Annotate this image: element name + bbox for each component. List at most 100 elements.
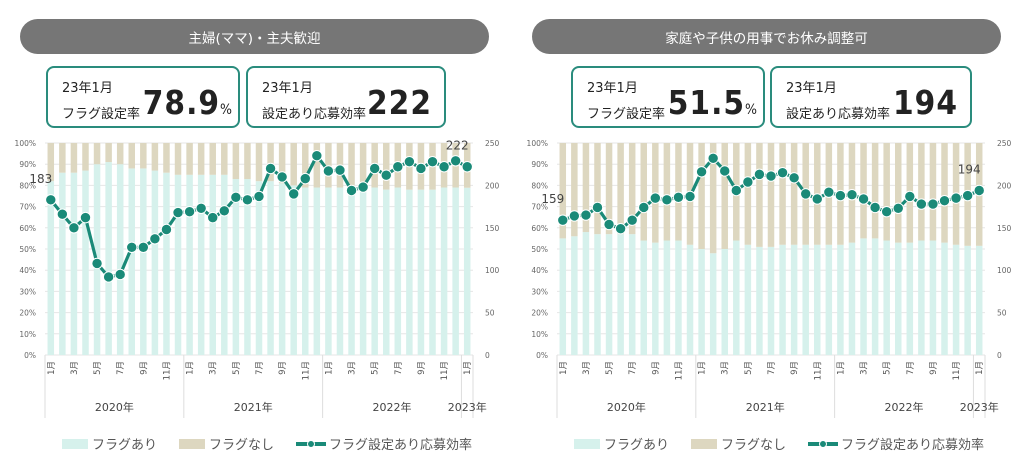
bar-flag-on [325, 187, 332, 355]
panel-title: 主婦(ママ)・主夫歓迎 [20, 19, 489, 54]
bar-flag-on [918, 240, 925, 355]
bar-flag-off [663, 143, 671, 241]
bar-flag-on [802, 244, 809, 355]
x-month-label: 7月 [116, 361, 126, 375]
y-right-tick-label: 50 [485, 309, 495, 318]
bar-flag-on [255, 181, 263, 355]
efficiency-point [904, 190, 916, 203]
kpi-date: 23年1月 [262, 81, 313, 96]
bar-flag-off [744, 143, 752, 245]
efficiency-point [811, 193, 823, 205]
bar-flag-on [941, 242, 948, 355]
bar-flag-off [721, 143, 728, 249]
legend-flag-off: フラグなし [691, 434, 786, 453]
bar-flag-on [721, 249, 728, 355]
x-month-label: 7月 [906, 361, 916, 375]
bar-flag-on [163, 172, 170, 355]
bar-flag-on [617, 234, 624, 355]
legend: フラグあり フラグなし フラグ設定あり応募効率 [62, 434, 494, 453]
bar-flag-off [255, 143, 263, 182]
bar-flag-on [894, 242, 902, 355]
efficiency-point [253, 190, 265, 203]
bar-flag-on [429, 189, 436, 355]
bar-flag-on [70, 172, 78, 355]
x-year-label: 2020年 [95, 400, 134, 414]
bar-flag-on [964, 245, 971, 355]
kpi-date: 23年1月 [587, 81, 638, 96]
bar-flag-on [302, 187, 309, 355]
x-month-label: 9月 [139, 361, 149, 375]
bar-flag-on [860, 238, 867, 355]
data-label: 159 [541, 192, 564, 206]
legend-label: フラグ設定あり応募効率 [329, 438, 473, 453]
bar-flag-on [790, 244, 798, 355]
bar-flag-on [452, 187, 459, 355]
kpi-label: フラグ設定率 [62, 107, 141, 122]
bar-flag-off [325, 143, 332, 188]
panel-title: 家庭や子供の用事でお休み調整可 [532, 19, 1001, 54]
bar-flag-on [779, 244, 786, 355]
y-left-tick-label: 60% [19, 224, 36, 233]
y-left-tick-label: 100% [527, 139, 548, 148]
bar-flag-on [744, 244, 752, 355]
bar-flag-off [709, 143, 717, 254]
bar-flag-off [116, 143, 124, 165]
efficiency-point [661, 194, 673, 206]
bar-flag-on [825, 244, 833, 355]
kpi-flag-rate: 23年1月 フラグ設定率 78.9% [46, 66, 240, 128]
bar-flag-on [221, 174, 228, 355]
x-month-label: 5月 [744, 361, 754, 375]
kpi-value-wrap: 51.5% [668, 83, 757, 122]
efficiency-point [195, 202, 207, 214]
efficiency-point [950, 192, 962, 204]
bar-flag-off [359, 143, 367, 188]
kpi-value: 194 [893, 83, 958, 122]
efficiency-point [753, 168, 766, 181]
efficiency-point [149, 233, 161, 245]
efficiency-point [160, 223, 173, 236]
bar-flag-on [975, 245, 983, 355]
efficiency-point [846, 189, 858, 201]
bar-flag-on [359, 187, 367, 355]
bar-flag-off [151, 143, 159, 171]
x-month-label: 1月 [836, 361, 846, 375]
bar-flag-on [313, 187, 321, 355]
bar-flag-on [756, 246, 763, 355]
bar-flag-off [163, 143, 170, 173]
efficiency-point [800, 188, 812, 200]
x-month-label: 3月 [209, 361, 219, 375]
legend-label: フラグなし [721, 438, 787, 453]
x-month-label: 1月 [324, 361, 334, 375]
x-month-label: 3月 [860, 361, 870, 375]
bar-flag-on [686, 244, 694, 355]
bar-flag-on [709, 253, 717, 355]
bar-flag-on [232, 179, 240, 355]
bar-flag-on [605, 234, 613, 355]
bar-flag-on [278, 183, 286, 355]
x-month-label: 1月 [559, 361, 569, 375]
bar-flag-off [767, 143, 775, 247]
y-left-tick-label: 10% [19, 330, 36, 339]
x-year-label: 2020年 [607, 400, 646, 414]
efficiency-point [461, 161, 473, 173]
bar-flag-on [929, 240, 937, 355]
efficiency-point [392, 161, 404, 173]
kpi-value-wrap: 78.9% [143, 83, 232, 122]
kpi-value: 78.9 [142, 83, 221, 122]
x-month-label: 1月 [186, 361, 196, 375]
data-label: 183 [29, 172, 52, 186]
bar-flag-on [128, 168, 136, 355]
bar-flag-off [860, 143, 867, 239]
kpi-unit: % [220, 102, 232, 118]
data-label: 194 [958, 162, 981, 176]
bar-flag-on [174, 174, 182, 355]
efficiency-point [45, 194, 57, 206]
bar-flag-off [209, 143, 216, 175]
bar-flag-on [571, 236, 578, 355]
x-month-label: 5月 [605, 361, 615, 375]
bar-flag-off [605, 143, 613, 235]
bar-flag-off [244, 143, 251, 180]
x-month-label: 5月 [93, 361, 103, 375]
y-left-tick-label: 20% [531, 309, 548, 318]
legend-swatch-flag-off [691, 438, 718, 449]
